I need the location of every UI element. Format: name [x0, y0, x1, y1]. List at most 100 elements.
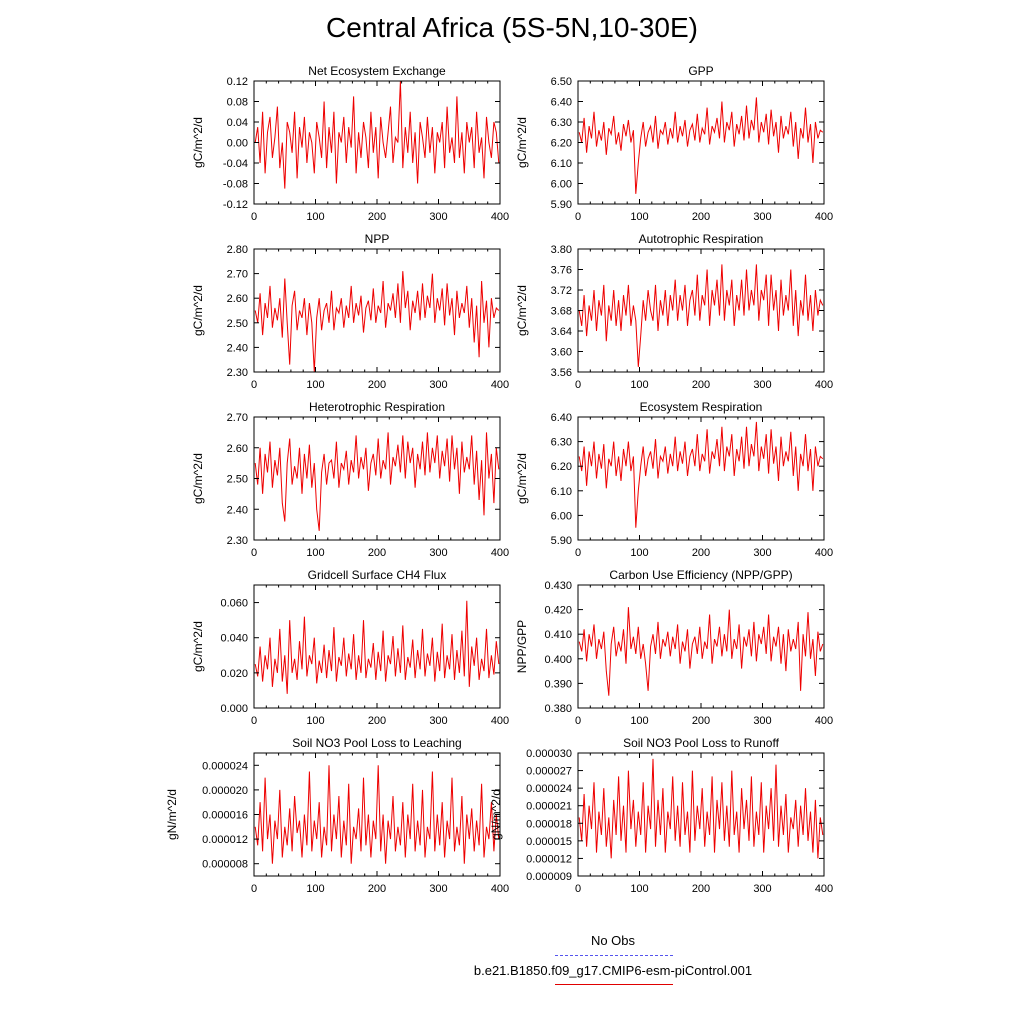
- y-tick-label: 0.060: [220, 598, 248, 610]
- y-tick-label: 2.50: [227, 474, 248, 486]
- x-tick-label: 300: [429, 883, 447, 895]
- x-tick-label: 300: [753, 211, 771, 223]
- x-tick-label: 300: [429, 379, 447, 391]
- panel-3: 0 100 200 300 400 2.30 2.40 2.50 2.60 2.70 2.80 NPP…: [191, 232, 509, 391]
- y-tick-label: 0.000030: [526, 748, 572, 760]
- series-line: [578, 758, 824, 859]
- y-tick-label: 0.430: [544, 580, 572, 592]
- y-tick-label: 3.56: [551, 367, 572, 379]
- y-tick-label: 3.64: [551, 326, 572, 338]
- panel-10: 0 100 200 300 400 0.000009 0.000012 0.000015 0.0…: [489, 736, 833, 895]
- y-tick-label: 5.90: [551, 535, 572, 547]
- x-tick-label: 0: [251, 379, 257, 391]
- x-tick-label: 0: [251, 547, 257, 559]
- panel-7: 0 100 200 300 400 0.000 0.020 0.040 0.060 Gridcel…: [191, 568, 509, 727]
- x-tick-label: 200: [368, 379, 386, 391]
- y-tick-label: 2.80: [227, 244, 248, 256]
- x-tick-label: 100: [630, 715, 648, 727]
- y-tick-label: 6.20: [551, 461, 572, 473]
- legend-label-obs: No Obs: [590, 933, 636, 948]
- x-tick-label: 400: [815, 715, 833, 727]
- series-line: [578, 264, 824, 367]
- x-tick-label: 100: [306, 883, 324, 895]
- y-tick-label: 0.000020: [202, 785, 248, 797]
- x-tick-label: 200: [692, 715, 710, 727]
- y-tick-label: 6.10: [551, 158, 572, 170]
- x-tick-label: 400: [491, 547, 509, 559]
- y-tick-label: 3.72: [551, 285, 572, 297]
- x-tick-label: 0: [575, 379, 581, 391]
- x-tick-label: 200: [692, 883, 710, 895]
- panel-title: Net Ecosystem Exchange: [308, 64, 446, 78]
- y-tick-label: 2.70: [227, 269, 248, 281]
- y-tick-label: 0.390: [544, 678, 572, 690]
- y-tick-label: -0.12: [223, 199, 248, 211]
- x-tick-label: 300: [753, 883, 771, 895]
- x-tick-label: 0: [251, 883, 257, 895]
- panel-title: Carbon Use Efficiency (NPP/GPP): [609, 568, 792, 582]
- panel-title: Soil NO3 Pool Loss to Runoff: [623, 736, 780, 750]
- y-tick-label: -0.08: [223, 179, 248, 191]
- y-tick-label: 0.000021: [526, 801, 572, 813]
- x-tick-label: 100: [306, 379, 324, 391]
- x-tick-label: 400: [815, 211, 833, 223]
- x-tick-label: 300: [429, 547, 447, 559]
- y-tick-label: 2.70: [227, 412, 248, 424]
- x-tick-label: 400: [815, 379, 833, 391]
- x-tick-label: 200: [368, 715, 386, 727]
- y-tick-label: 0.000009: [526, 871, 572, 883]
- x-tick-label: 0: [251, 715, 257, 727]
- panel-9: 0 100 200 300 400 0.000008 0.000012 0.000016 0.0…: [165, 736, 509, 895]
- y-tick-label: 6.30: [551, 117, 572, 129]
- x-tick-label: 200: [692, 379, 710, 391]
- y-tick-label: 2.30: [227, 535, 248, 547]
- y-tick-label: 0.08: [227, 97, 248, 109]
- y-tick-label: 0.000015: [526, 836, 572, 848]
- x-tick-label: 200: [368, 883, 386, 895]
- x-tick-label: 0: [575, 211, 581, 223]
- series-line: [578, 97, 824, 194]
- y-tick-label: 2.60: [227, 293, 248, 305]
- panel-5: 0 100 200 300 400 2.30 2.40 2.50 2.60 2.70 Heterot…: [191, 400, 509, 559]
- y-tick-label: 6.40: [551, 97, 572, 109]
- y-tick-label: 0.000: [220, 703, 248, 715]
- y-axis-label: gC/m^2/d: [191, 453, 205, 504]
- x-tick-label: 100: [630, 883, 648, 895]
- y-tick-label: 2.40: [227, 342, 248, 354]
- y-tick-label: 6.10: [551, 486, 572, 498]
- x-tick-label: 300: [753, 379, 771, 391]
- x-tick-label: 100: [306, 211, 324, 223]
- y-tick-label: 2.40: [227, 504, 248, 516]
- x-tick-label: 400: [815, 547, 833, 559]
- plot-frame: [577, 416, 825, 541]
- series-line: [254, 765, 500, 864]
- x-tick-label: 300: [753, 715, 771, 727]
- y-tick-label: 3.68: [551, 306, 572, 318]
- y-tick-label: 0.000024: [202, 760, 248, 772]
- series-line: [254, 432, 500, 531]
- y-tick-label: 0.420: [544, 605, 572, 617]
- x-tick-label: 0: [575, 883, 581, 895]
- panel-6: 0 100 200 300 400 5.90 6.00 6.10 6.20 6.30 6.40 Eco…: [515, 400, 833, 559]
- x-tick-label: 400: [491, 211, 509, 223]
- y-axis-label: gC/m^2/d: [191, 117, 205, 168]
- legend-line-model: [555, 984, 673, 985]
- plot-frame: [253, 416, 501, 541]
- x-tick-label: 0: [251, 211, 257, 223]
- legend-label-model: b.e21.B1850.f09_g17.CMIP6-esm-piControl.…: [473, 963, 753, 978]
- y-tick-label: 2.60: [227, 443, 248, 455]
- y-tick-label: 0.380: [544, 703, 572, 715]
- plot-frame: [577, 80, 825, 205]
- y-tick-label: 0.040: [220, 633, 248, 645]
- y-tick-label: 0.400: [544, 654, 572, 666]
- x-tick-label: 0: [575, 715, 581, 727]
- panel-4: 0 100 200 300 400 3.56 3.60 3.64 3.68 3.72 3.76 3.8…: [515, 232, 833, 391]
- y-tick-label: 0.410: [544, 629, 572, 641]
- y-tick-label: 5.90: [551, 199, 572, 211]
- x-tick-label: 200: [368, 211, 386, 223]
- x-tick-label: 400: [815, 883, 833, 895]
- panel-2: 0 100 200 300 400 5.90 6.00 6.10 6.20 6.30 6.40 6.5…: [515, 64, 833, 223]
- y-tick-label: 6.00: [551, 510, 572, 522]
- y-tick-label: 6.20: [551, 138, 572, 150]
- y-tick-label: 0.12: [227, 76, 248, 88]
